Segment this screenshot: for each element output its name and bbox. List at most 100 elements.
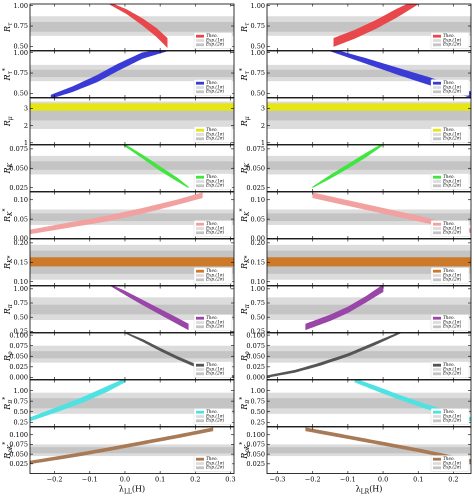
x-tick-label: 0.0 — [120, 476, 130, 484]
panel-frame — [29, 426, 235, 474]
legend: Theo.Exp.(1σ)Exp.(2σ) — [193, 173, 233, 190]
y-tick-label: 0.075 — [9, 145, 28, 153]
y-tick-label: 1.00 — [251, 387, 265, 395]
y-axis-label: Rπ* — [239, 397, 251, 411]
legend: Theo.Exp.(1σ)Exp.(2σ) — [193, 32, 233, 49]
legend-exp1-swatch — [196, 368, 204, 371]
legend-theory-label: Theo. — [443, 174, 455, 179]
x-tick-label: −0.3 — [270, 476, 286, 484]
y-tick-label: 0.025 — [9, 363, 28, 371]
panel-right-Rtaustar: 0.50 0.75 1.00 Rτ* Theo.Exp.(1σ)Exp.(2σ) — [239, 49, 472, 98]
x-tick-label: 0.1 — [413, 476, 423, 484]
y-tick-label: 0.075 — [9, 441, 28, 449]
y-tick-label: 1.00 — [14, 2, 28, 10]
y-tick-label: 0.05 — [14, 215, 28, 223]
panel-frame — [29, 191, 235, 239]
legend-theory-label: Theo. — [443, 315, 455, 320]
legend-exp2-swatch — [196, 325, 204, 329]
legend: Theo.Exp.(1σ)Exp.(2σ) — [193, 361, 233, 378]
theory-band — [267, 103, 471, 111]
legend-exp2-label: Exp.(2σ) — [205, 418, 225, 423]
legend-exp2-swatch — [196, 231, 204, 235]
y-tick-label: 0.75 — [14, 22, 28, 30]
legend: Theo.Exp.(1σ)Exp.(2σ) — [430, 267, 470, 284]
legend-theory-swatch — [196, 269, 204, 273]
y-tick-label: 1 — [261, 139, 265, 147]
y-tick-label: 0.10 — [251, 278, 265, 286]
y-tick-label: 2 — [24, 122, 28, 130]
theory-band — [267, 333, 401, 378]
y-tick-label: 0.025 — [9, 184, 28, 192]
y-axis-label: Rπ* — [2, 397, 14, 411]
y-tick-label: 0.050 — [9, 450, 28, 458]
panel-left-Rpi: 0.25 0.50 0.75 1.00 Rπ Theo.Exp.(1σ)Exp.(2σ) — [3, 285, 235, 336]
legend-theory-swatch — [433, 81, 441, 85]
legend-exp1-label: Exp.(1σ) — [205, 460, 225, 465]
y-tick-label: 0.50 — [14, 43, 28, 51]
exp-1sigma-band — [267, 213, 471, 222]
legend-exp2-label: Exp.(2σ) — [442, 230, 462, 235]
x-tick-label: 0.0 — [378, 476, 388, 484]
theory-band — [30, 427, 214, 465]
legend-exp2-swatch — [196, 137, 204, 141]
y-tick-label: 0.50 — [251, 408, 265, 416]
legend-theory-swatch — [433, 363, 441, 367]
panel-frame — [266, 97, 472, 145]
exp-1sigma-band — [30, 69, 234, 78]
legend: Theo.Exp.(1σ)Exp.(2σ) — [430, 314, 470, 331]
theory-band — [305, 286, 384, 331]
x-tick-label: 0.2 — [190, 476, 200, 484]
legend-exp1-label: Exp.(1σ) — [205, 319, 225, 324]
y-tick-label: 0.10 — [251, 196, 265, 204]
y-tick-label: 0.075 — [246, 441, 265, 449]
y-tick-label: 3 — [261, 105, 265, 113]
exp-1sigma-band — [267, 304, 471, 315]
y-axis-label: Rτ* — [239, 68, 251, 81]
y-tick-label: 0.100 — [9, 331, 28, 339]
legend-exp2-swatch — [433, 231, 441, 235]
legend-theory-label: Theo. — [443, 409, 455, 414]
legend-theory-label: Theo. — [206, 409, 218, 414]
y-tick-label: 0.00 — [14, 235, 28, 243]
legend-exp1-swatch — [196, 415, 204, 418]
legend-exp2-label: Exp.(2σ) — [205, 89, 225, 94]
legend: Theo.Exp.(1σ)Exp.(2σ) — [193, 455, 233, 472]
legend: Theo.Exp.(1σ)Exp.(2σ) — [430, 361, 470, 378]
legend-exp2-label: Exp.(2σ) — [442, 418, 462, 423]
y-axis-label: Rρ — [240, 351, 251, 362]
legend-theory-swatch — [196, 410, 204, 414]
legend-theory-swatch — [433, 410, 441, 414]
panel-left-RK: 0.025 0.050 0.075 RK Theo.Exp.(1σ)Exp.(2σ) — [3, 144, 235, 192]
y-tick-label: 0.10 — [14, 278, 28, 286]
legend-theory-swatch — [433, 34, 441, 38]
theory-band — [108, 4, 168, 48]
y-axis-label: RρK* — [239, 442, 251, 460]
legend-theory-swatch — [433, 175, 441, 179]
legend-exp2-label: Exp.(2σ) — [442, 324, 462, 329]
legend-exp2-label: Exp.(2σ) — [442, 371, 462, 376]
legend-exp1-label: Exp.(1σ) — [205, 413, 225, 418]
legend-exp2-label: Exp.(2σ) — [442, 183, 462, 188]
legend-exp1-label: Exp.(1σ) — [442, 178, 462, 183]
legend-exp1-swatch — [433, 462, 441, 465]
legend: Theo.Exp.(1σ)Exp.(2σ) — [193, 314, 233, 331]
legend: Theo.Exp.(1σ)Exp.(2σ) — [430, 79, 470, 96]
y-axis-label: Rπ — [240, 303, 251, 315]
y-tick-label: 0.050 — [246, 164, 265, 172]
legend-theory-label: Theo. — [443, 80, 455, 85]
panel-frame — [266, 50, 472, 98]
y-tick-label: 0.25 — [14, 328, 28, 336]
legend-exp2-swatch — [433, 325, 441, 329]
theory-band — [333, 4, 419, 47]
y-axis-label: RK — [3, 162, 14, 174]
panel-right-RK: 0.025 0.050 0.075 RK Theo.Exp.(1σ)Exp.(2σ) — [240, 144, 472, 192]
legend-exp1-swatch — [433, 133, 441, 136]
y-tick-label: 1.00 — [14, 387, 28, 395]
y-axis-label: Rμ — [240, 116, 251, 127]
legend: Theo.Exp.(1σ)Exp.(2σ) — [430, 126, 470, 143]
theory-band — [312, 145, 384, 189]
y-tick-label: 0.50 — [251, 43, 265, 51]
